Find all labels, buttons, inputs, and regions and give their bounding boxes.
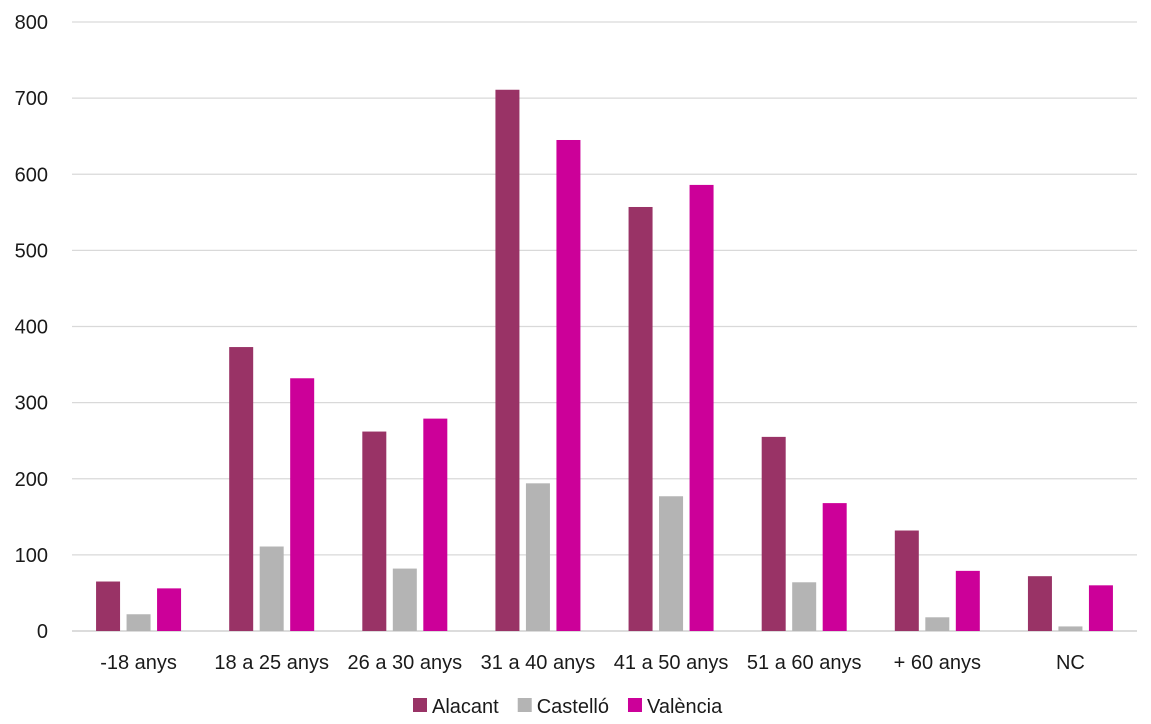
- bar-valencia-5: [823, 503, 847, 631]
- bar-valencia-7: [1089, 585, 1113, 631]
- legend-label: Castelló: [537, 696, 609, 718]
- bar-alacant-5: [762, 437, 786, 631]
- y-tick-label: 0: [37, 621, 48, 643]
- bar-alacant-6: [895, 531, 919, 631]
- bar-castello-5: [792, 582, 816, 631]
- x-category-label: + 60 anys: [894, 652, 981, 674]
- legend: Alacant Castelló València: [413, 696, 723, 718]
- x-axis: -18 anys 18 a 25 anys 26 a 30 anys 31 a 40 …: [100, 652, 1085, 674]
- x-category-label: NC: [1056, 652, 1085, 674]
- bar-castello-0: [127, 614, 151, 631]
- x-category-label: -18 anys: [100, 652, 177, 674]
- bar-valencia-0: [157, 588, 181, 631]
- bar-alacant-1: [229, 347, 253, 631]
- bar-castello-7: [1058, 626, 1082, 631]
- y-axis: 0 100 200 300 400 500 600 700 800: [15, 12, 48, 643]
- y-tick-label: 600: [15, 164, 48, 186]
- y-tick-label: 500: [15, 240, 48, 262]
- x-category-label: 41 a 50 anys: [614, 652, 729, 674]
- bar-castello-6: [925, 617, 949, 631]
- y-tick-label: 700: [15, 88, 48, 110]
- bar-castello-2: [393, 569, 417, 631]
- x-category-label: 51 a 60 anys: [747, 652, 862, 674]
- bar-castello-4: [659, 496, 683, 631]
- bar-valencia-2: [423, 419, 447, 631]
- bar-valencia-1: [290, 378, 314, 631]
- legend-label: València: [647, 696, 723, 718]
- bar-valencia-4: [690, 185, 714, 631]
- x-category-label: 26 a 30 anys: [348, 652, 463, 674]
- y-tick-label: 100: [15, 545, 48, 567]
- y-tick-label: 300: [15, 393, 48, 415]
- bar-castello-3: [526, 483, 550, 631]
- legend-label: Alacant: [432, 696, 499, 718]
- y-tick-label: 800: [15, 12, 48, 34]
- legend-swatch: [413, 698, 427, 712]
- y-tick-label: 200: [15, 469, 48, 491]
- bar-alacant-0: [96, 582, 120, 631]
- legend-swatch: [518, 698, 532, 712]
- x-category-label: 31 a 40 anys: [481, 652, 596, 674]
- bars: [96, 90, 1113, 631]
- bar-castello-1: [260, 547, 284, 631]
- bar-alacant-4: [629, 207, 653, 631]
- bar-valencia-3: [556, 140, 580, 631]
- bar-alacant-7: [1028, 576, 1052, 631]
- y-tick-label: 400: [15, 317, 48, 339]
- bar-alacant-2: [362, 432, 386, 631]
- x-category-label: 18 a 25 anys: [214, 652, 329, 674]
- bar-alacant-3: [495, 90, 519, 631]
- legend-swatch: [628, 698, 642, 712]
- bar-valencia-6: [956, 571, 980, 631]
